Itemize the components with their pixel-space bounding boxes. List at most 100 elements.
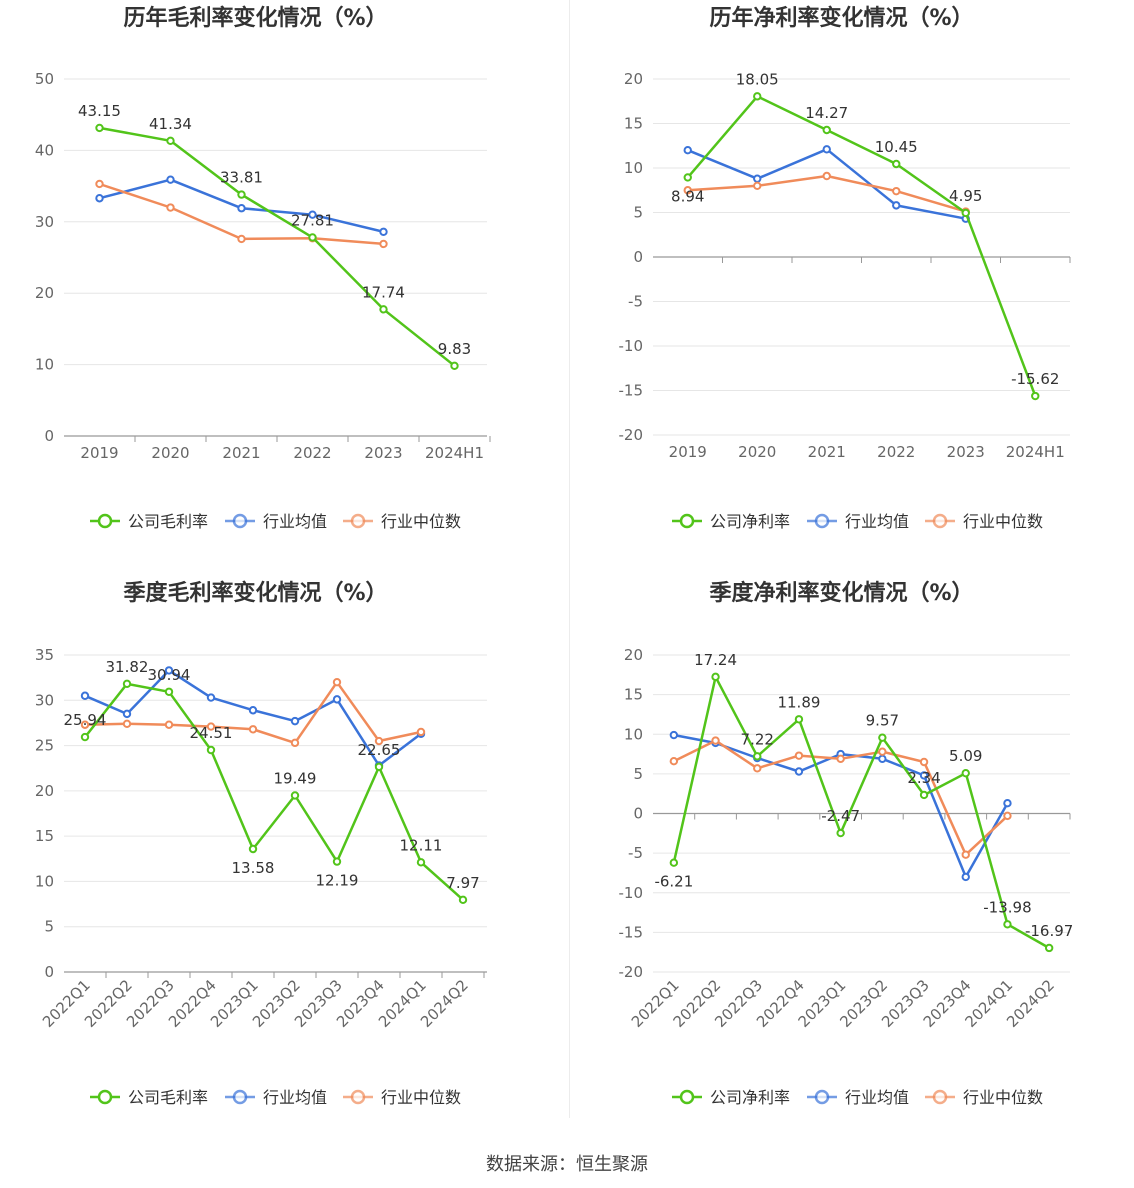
data-point [248,844,258,854]
data-point [753,174,762,183]
data-point [332,677,342,687]
data-point [1003,798,1012,808]
data-label: 17.24 [694,651,737,669]
legend-label: 行业均值 [845,1088,909,1107]
chart-annual-gross-margin: 历年毛利率变化情况（%） 0 10 20 30 40 50 2019 2020 2021 2022 2… [0,0,567,575]
data-point [166,175,175,184]
legend-label: 行业均值 [845,512,909,531]
data-label: -15.62 [1011,370,1059,388]
y-tick-label: -20 [619,963,644,981]
data-point [836,754,845,764]
data-point [379,227,388,236]
data-label: 5.09 [949,747,982,765]
legend-marker [97,513,113,529]
data-label: 18.05 [736,70,779,88]
data-point [80,720,90,729]
data-label: 4.95 [949,187,982,205]
data-point [1044,943,1054,953]
series-line [687,174,967,213]
data-point [308,210,317,219]
legend-marker [97,1089,113,1105]
legend-label: 行业中位数 [381,1088,461,1107]
data-point [1003,920,1012,929]
data-source-caption: 数据来源：恒生聚源 [486,1154,648,1175]
data-label: 30.94 [148,666,191,684]
y-tick-label: 15 [624,686,643,704]
data-point [919,757,929,767]
data-point [416,727,426,737]
x-tick-label: 2022 [877,443,915,461]
y-tick-label: 15 [624,115,643,133]
x-tick-label: 2023 [947,443,985,461]
data-label: 25.94 [64,711,107,729]
x-tick-label: 2020 [738,443,776,461]
data-label: 17.74 [362,283,405,301]
data-label: -6.21 [654,873,693,891]
data-label: 22.65 [358,741,401,759]
y-tick-label: 5 [44,918,54,936]
data-point [878,733,887,742]
data-point [753,752,762,761]
data-point [206,722,216,731]
legend-marker [814,1089,830,1105]
legend-label: 公司毛利率 [128,512,208,531]
x-tick-label: 2024H1 [1006,443,1065,461]
data-point [753,181,762,191]
data-point [919,790,929,800]
chart-quarterly-gross-margin: 季度毛利率变化情况（%） 0 5 10 15 20 25 30 35 2022Q1 2022Q2 20… [0,575,567,1150]
y-tick-label: 20 [624,646,643,664]
series-line [686,95,1037,397]
legend-marker [679,1089,695,1105]
x-tick-label: 2019 [669,443,707,461]
data-point [166,203,175,212]
data-point [753,764,762,773]
y-tick-label: 0 [633,805,643,823]
data-point [919,771,929,780]
chart-svg: 历年毛利率变化情况（%） 0 10 20 30 40 50 2019 2020 2021 2022 2… [35,5,491,531]
data-point [164,720,174,729]
data-label: 12.11 [400,836,443,854]
data-point [961,768,970,778]
data-point [206,693,216,702]
data-point [683,186,692,195]
chart-svg: 历年净利率变化情况（%） -20 -15 -10 -5 0 5 10 15 20 2019 2020 2… [619,5,1071,531]
data-label: 11.89 [777,693,820,711]
y-tick-label: 35 [35,646,54,664]
data-point [878,747,887,756]
x-tick-label: 2024H1 [425,444,484,462]
data-point [669,730,679,740]
legend-marker [350,513,366,529]
data-label: 9.83 [438,340,471,358]
data-point [80,732,90,742]
data-point [836,828,845,838]
data-label: 43.15 [78,102,121,120]
y-tick-label: 5 [633,765,643,783]
y-tick-label: -5 [628,293,643,311]
legend-label: 公司净利率 [710,512,790,531]
y-tick-label: 10 [35,872,54,890]
data-point [822,171,831,181]
legend-marker [350,1089,366,1105]
data-point [332,695,342,704]
y-tick-label: 0 [44,963,54,981]
data-point [95,179,104,189]
data-point [379,239,388,249]
data-point [206,745,216,755]
data-label: 9.57 [866,712,899,730]
legend-label: 公司毛利率 [128,1088,208,1107]
data-point [961,850,970,859]
x-tick-label: 2019 [80,444,118,462]
chart-title: 季度净利率变化情况（%） [709,580,973,606]
y-tick-label: 50 [35,70,54,88]
chart-svg: 季度毛利率变化情况（%）051015202530352022Q12022Q220… [35,580,487,1107]
data-point [961,208,970,218]
data-point [669,858,679,867]
data-point [290,738,300,748]
data-point [450,361,459,371]
legend-marker [932,1089,948,1105]
y-tick-label: -15 [619,382,644,400]
data-point [794,767,804,776]
data-point [892,201,901,210]
y-tick-label: 10 [624,159,643,177]
x-tick-label: 2022 [293,444,331,462]
